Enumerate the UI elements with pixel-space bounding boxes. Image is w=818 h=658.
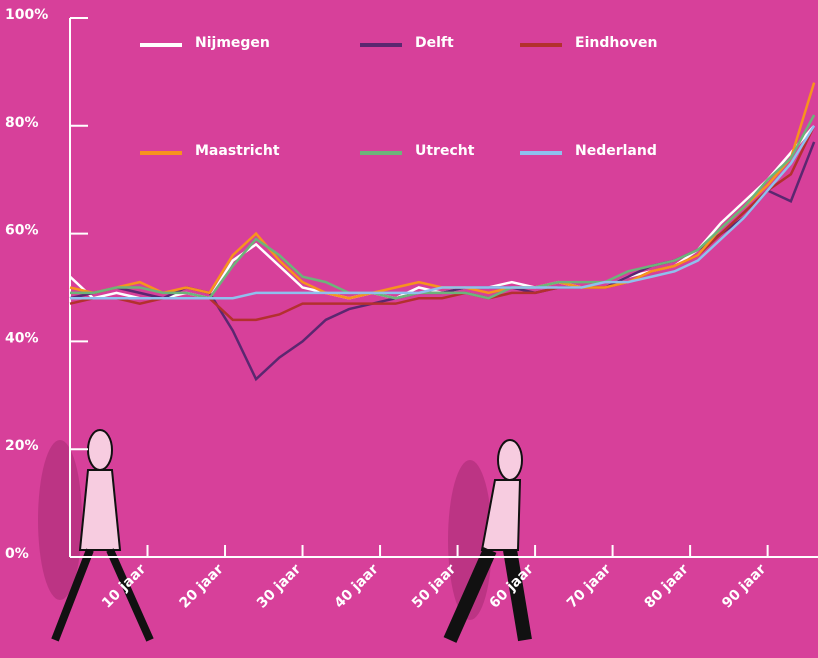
x-tick-label: 70 jaar — [564, 561, 614, 611]
legend-label: Utrecht — [415, 143, 475, 159]
page: 0% 20% 40% 60% 80% 100% 10 jaar 20 jaar 30 jaar 4… — [0, 0, 818, 658]
x-tick-label: 40 jaar — [332, 561, 382, 611]
x-tick-label: 30 jaar — [254, 561, 304, 611]
legend-label: Eindhoven — [575, 35, 658, 51]
legend-label: Delft — [415, 35, 454, 51]
x-tick-label: 80 jaar — [642, 561, 692, 611]
y-tick-label: 60% — [5, 223, 39, 239]
legend-label: Nederland — [575, 143, 657, 159]
series-line — [70, 142, 814, 379]
x-tick-label: 20 jaar — [177, 561, 227, 611]
y-tick-label: 0% — [5, 546, 29, 562]
y-tick-label: 40% — [5, 330, 39, 346]
x-tick-label: 50 jaar — [409, 561, 459, 611]
x-tick-label: 10 jaar — [99, 561, 149, 611]
chart: 0% 20% 40% 60% 80% 100% 10 jaar 20 jaar 30 jaar 4… — [0, 0, 818, 658]
y-tick-label: 20% — [5, 438, 39, 454]
y-tick-label: 80% — [5, 115, 39, 131]
x-tick-label: 90 jaar — [719, 561, 769, 611]
legend-label: Maastricht — [195, 143, 280, 159]
y-tick-label: 100% — [5, 7, 48, 23]
legend-label: Nijmegen — [195, 35, 270, 51]
series-line — [70, 83, 814, 299]
